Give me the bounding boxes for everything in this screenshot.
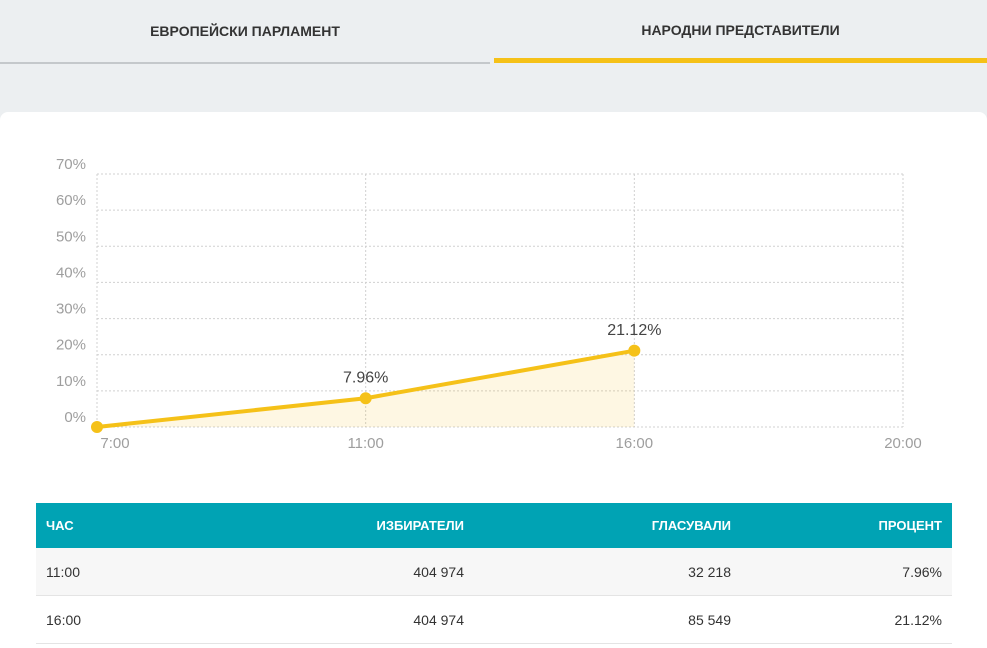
point — [359, 392, 372, 405]
y-tick-label: 0% — [64, 409, 86, 426]
y-tick-label: 10% — [56, 373, 86, 390]
header-cell: ПРОЦЕНТ — [741, 503, 952, 548]
header-cell: ГЛАСУВАЛИ — [474, 503, 741, 548]
point — [628, 344, 641, 357]
y-tick-label: 30% — [56, 301, 86, 318]
y-tick-label: 70% — [56, 156, 86, 173]
x-tick-label: 20:00 — [884, 435, 922, 452]
table-cell: 32 218 — [474, 548, 741, 596]
table-header: ЧАС ИЗБИРАТЕЛИ ГЛАСУВАЛИ ПРОЦЕНТ — [36, 503, 952, 548]
data-label: 7.96% — [343, 369, 388, 386]
x-tick-label: 16:00 — [616, 435, 654, 452]
table-cell: 404 974 — [116, 548, 474, 596]
tab-active[interactable]: НАРОДНИ ПРЕДСТАВИТЕЛИ — [494, 0, 987, 63]
x-tick-label: 11:00 — [347, 435, 383, 452]
table-row: 16:00 404 974 85 549 21.12% — [36, 595, 952, 644]
point — [91, 421, 103, 433]
chart: 0% 10% 20% 30% 40% 50% 60% 70% 7:00 11:00 16:00 20:… — [56, 156, 922, 452]
table-row: 11:00 404 974 32 218 7.96% — [36, 548, 952, 596]
y-tick-label: 20% — [56, 337, 86, 354]
table-cell: 16:00 — [36, 595, 116, 644]
x-tick-label: 7:00 — [100, 435, 129, 452]
table-cell: 7.96% — [741, 548, 952, 596]
header-cell: ИЗБИРАТЕЛИ — [116, 503, 474, 548]
turnout-table: ЧАС ИЗБИРАТЕЛИ ГЛАСУВАЛИ ПРОЦЕНТ 11:00 40… — [36, 503, 952, 644]
table-cell: 11:00 — [36, 548, 116, 596]
tab[interactable]: ЕВРОПЕЙСКИ ПАРЛАМЕНТ — [0, 0, 490, 64]
y-tick-label: 50% — [56, 228, 86, 245]
data-label: 21.12% — [607, 322, 661, 339]
y-tick-label: 40% — [56, 264, 86, 281]
area — [97, 350, 635, 427]
y-tick-label: 60% — [56, 192, 86, 209]
table-cell: 404 974 — [116, 595, 474, 644]
header-cell: ЧАС — [36, 503, 116, 548]
table-cell: 85 549 — [474, 595, 741, 644]
table-cell: 21.12% — [741, 595, 952, 644]
